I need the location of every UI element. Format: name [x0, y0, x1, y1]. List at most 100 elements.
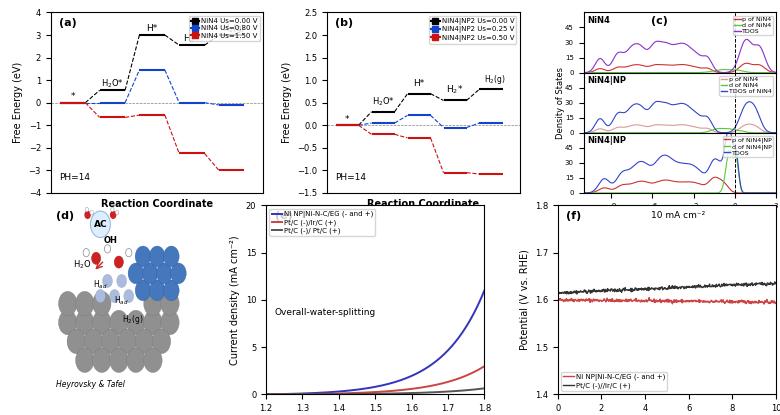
Y-axis label: Potential (V vs. RHE): Potential (V vs. RHE)	[519, 249, 529, 350]
Pt/C (-)/ Pt/C (+)	[480, 386, 489, 391]
Circle shape	[111, 208, 114, 212]
Pt/C (-)/ Pt/C (+)	[459, 388, 469, 393]
Circle shape	[93, 348, 111, 373]
Pt/C (-)/Ir/C (+)	[392, 388, 401, 393]
Circle shape	[149, 280, 165, 301]
Text: *: *	[345, 115, 349, 124]
Text: H$_2$(g): H$_2$(g)	[122, 313, 144, 327]
Ni NP|Ni-N-C/EG (- and +)	[553, 297, 562, 302]
Ni NP|Ni-N-C/EG (- and +)	[683, 298, 693, 303]
Circle shape	[144, 310, 162, 335]
Pt/C (-)/Ir/C (+)	[395, 388, 404, 393]
Circle shape	[95, 289, 105, 303]
Text: Heyrovsky & Tafel: Heyrovsky & Tafel	[56, 380, 126, 389]
Circle shape	[110, 289, 119, 303]
Ni NP|Ni-N-C/EG (- and +)	[658, 298, 668, 303]
Ni NP|Ni-N-C/EG (- and +)	[459, 328, 469, 333]
Circle shape	[171, 263, 186, 284]
Circle shape	[110, 310, 128, 335]
Text: Overall-water-splitting: Overall-water-splitting	[275, 308, 376, 317]
Ni NP|Ni-N-C/EG (- and +)	[644, 295, 654, 300]
Circle shape	[111, 212, 115, 218]
Text: H*: H*	[413, 79, 424, 88]
Circle shape	[67, 329, 86, 354]
Text: (a): (a)	[59, 18, 77, 28]
Circle shape	[126, 348, 145, 373]
Pt/C (-)//Ir/C (+)	[658, 284, 667, 289]
Pt/C (-)//Ir/C (+)	[573, 291, 582, 296]
Pt/C (-)//Ir/C (+)	[553, 290, 562, 295]
Text: H$_2$*: H$_2$*	[446, 84, 463, 96]
Pt/C (-)/ Pt/C (+)	[262, 392, 271, 397]
Ni NP|Ni-N-C/EG (- and +)	[395, 378, 404, 383]
Circle shape	[93, 291, 111, 316]
Ni NP|Ni-N-C/EG (- and +)	[262, 392, 271, 397]
Legend: NiN4|NP2 Us=0.00 V, NiN4|NP2 Us=0.25 V, NiN4|NP2 Us=0.50 V: NiN4|NP2 Us=0.00 V, NiN4|NP2 Us=0.25 V, …	[429, 16, 516, 44]
Y-axis label: Free Energy (eV): Free Energy (eV)	[282, 62, 292, 143]
Text: (b): (b)	[335, 18, 353, 28]
Circle shape	[76, 348, 94, 373]
Line: Pt/C (-)//Ir/C (+): Pt/C (-)//Ir/C (+)	[558, 282, 776, 294]
Circle shape	[161, 291, 179, 316]
Text: NiN4: NiN4	[587, 16, 610, 25]
Text: H$_2$O*: H$_2$O*	[371, 95, 395, 107]
Text: 10 mA cm⁻²: 10 mA cm⁻²	[651, 211, 705, 220]
Circle shape	[90, 211, 110, 237]
Text: (f): (f)	[566, 211, 582, 221]
Circle shape	[110, 348, 128, 373]
Text: OH: OH	[104, 236, 117, 245]
Circle shape	[124, 289, 133, 303]
Circle shape	[135, 246, 151, 267]
Pt/C (-)//Ir/C (+)	[672, 286, 681, 290]
Pt/C (-)/Ir/C (+)	[480, 364, 489, 369]
Circle shape	[115, 256, 123, 268]
Circle shape	[126, 249, 132, 257]
Circle shape	[90, 210, 94, 215]
Legend: NiN4 Us=0.00 V, NiN4 Us=0.80 V, NiN4 Us=1.50 V: NiN4 Us=0.00 V, NiN4 Us=0.80 V, NiN4 Us=…	[189, 16, 260, 41]
Circle shape	[144, 348, 162, 373]
Ni NP|Ni-N-C/EG (- and +)	[392, 379, 401, 384]
Text: H$_{ad}$: H$_{ad}$	[93, 278, 108, 291]
Circle shape	[85, 212, 90, 218]
Text: *: *	[70, 92, 75, 101]
Circle shape	[164, 280, 179, 301]
Line: Pt/C (-)/Ir/C (+): Pt/C (-)/Ir/C (+)	[266, 366, 484, 394]
Legend: Ni NP|Ni-N-C/EG (- and +), Pt/C (-)/Ir/C (+), Pt/C (-)/ Pt/C (+): Ni NP|Ni-N-C/EG (- and +), Pt/C (-)/Ir/C…	[269, 209, 375, 236]
Text: (e): (e)	[275, 211, 292, 221]
Ni NP|Ni-N-C/EG (- and +)	[261, 392, 271, 397]
Circle shape	[102, 274, 112, 288]
Text: H$_2$(g): H$_2$(g)	[222, 22, 246, 35]
Circle shape	[128, 263, 144, 284]
Circle shape	[161, 310, 179, 335]
Line: Ni NP|Ni-N-C/EG (- and +): Ni NP|Ni-N-C/EG (- and +)	[558, 298, 776, 304]
Ni NP|Ni-N-C/EG (- and +)	[767, 299, 776, 304]
Text: H$_2$(g): H$_2$(g)	[484, 73, 505, 85]
Pt/C (-)//Ir/C (+)	[770, 279, 779, 284]
Circle shape	[118, 329, 136, 354]
Pt/C (-)/ Pt/C (+)	[395, 391, 404, 396]
Text: H$_2$O: H$_2$O	[73, 259, 91, 271]
Circle shape	[157, 263, 172, 284]
Line: Pt/C (-)/ Pt/C (+): Pt/C (-)/ Pt/C (+)	[266, 388, 484, 394]
Y-axis label: Density of States: Density of States	[556, 67, 565, 139]
Y-axis label: Current density (mA cm⁻²): Current density (mA cm⁻²)	[230, 235, 240, 365]
Pt/C (-)/ Pt/C (+)	[392, 391, 401, 396]
Pt/C (-)/ Pt/C (+)	[391, 391, 400, 396]
Text: NiN4|NP: NiN4|NP	[587, 137, 626, 145]
Circle shape	[115, 210, 119, 215]
Ni NP|Ni-N-C/EG (- and +)	[480, 288, 489, 293]
X-axis label: Reaction Coordinate: Reaction Coordinate	[101, 198, 213, 208]
Circle shape	[85, 208, 89, 212]
Circle shape	[152, 329, 171, 354]
Circle shape	[144, 291, 162, 316]
Circle shape	[58, 310, 77, 335]
Pt/C (-)/Ir/C (+)	[445, 379, 455, 384]
Text: H*: H*	[147, 24, 158, 33]
Circle shape	[105, 245, 111, 253]
X-axis label: Reaction Coordinate: Reaction Coordinate	[367, 198, 480, 208]
Pt/C (-)//Ir/C (+)	[732, 283, 742, 288]
Ni NP|Ni-N-C/EG (- and +)	[445, 346, 455, 351]
Circle shape	[117, 274, 126, 288]
Ni NP|Ni-N-C/EG (- and +)	[658, 299, 667, 304]
Pt/C (-)//Ir/C (+)	[767, 281, 776, 286]
